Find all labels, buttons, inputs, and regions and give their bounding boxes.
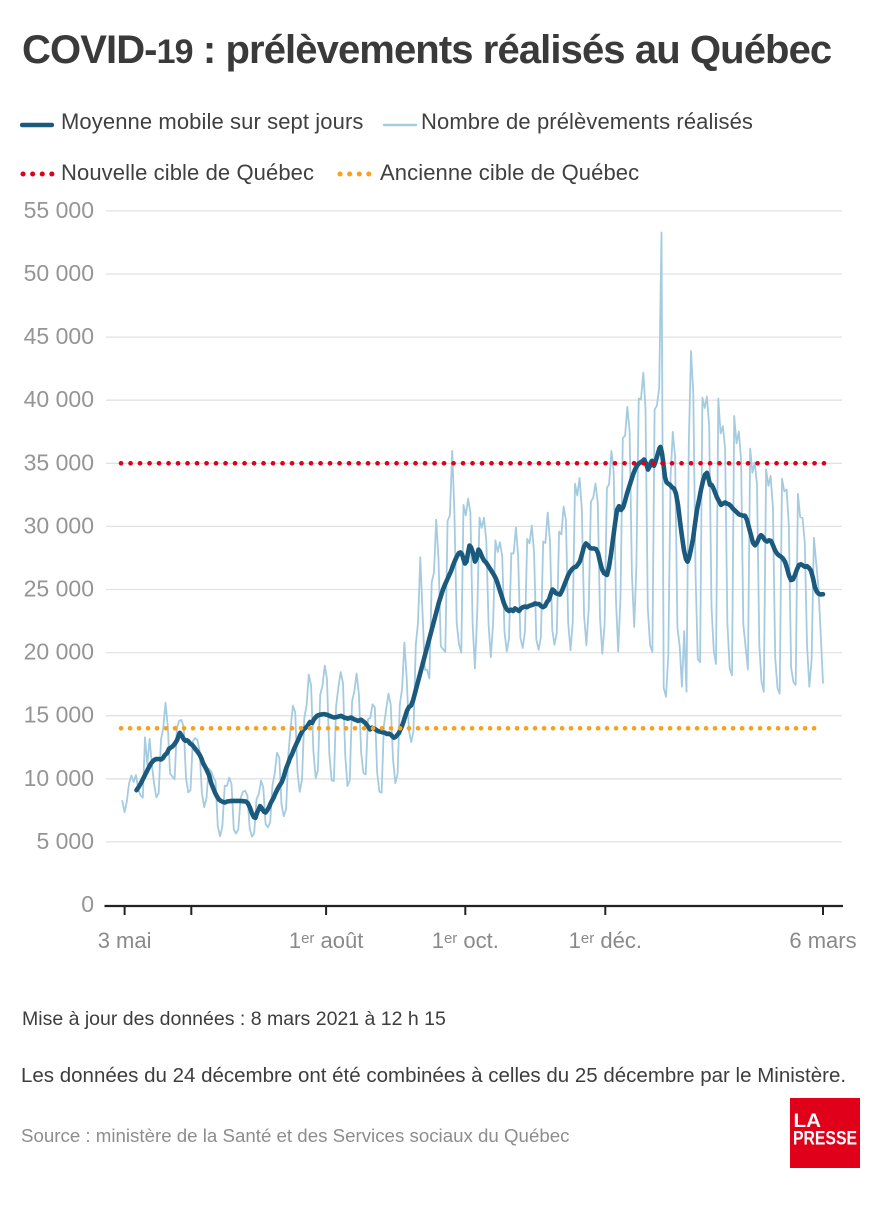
svg-text:6 mars: 6 mars <box>789 928 856 953</box>
svg-text:5 000: 5 000 <box>36 828 94 854</box>
svg-text:1er août: 1er août <box>289 928 364 953</box>
svg-text:40 000: 40 000 <box>24 386 94 412</box>
svg-text:1er déc.: 1er déc. <box>569 928 642 953</box>
svg-text:35 000: 35 000 <box>24 449 94 475</box>
svg-text:55 000: 55 000 <box>24 197 94 223</box>
svg-text:20 000: 20 000 <box>24 639 94 665</box>
svg-text:45 000: 45 000 <box>24 323 94 349</box>
svg-text:25 000: 25 000 <box>24 576 94 602</box>
svg-text:15 000: 15 000 <box>24 702 94 728</box>
svg-text:1er oct.: 1er oct. <box>432 928 499 953</box>
svg-text:3 mai: 3 mai <box>98 928 152 953</box>
svg-text:LA: LA <box>794 1110 822 1132</box>
svg-text:PRESSE: PRESSE <box>793 1128 857 1150</box>
svg-text:0: 0 <box>81 891 94 917</box>
svg-text:50 000: 50 000 <box>24 260 94 286</box>
svg-text:30 000: 30 000 <box>24 512 94 538</box>
svg-text:10 000: 10 000 <box>24 765 94 791</box>
